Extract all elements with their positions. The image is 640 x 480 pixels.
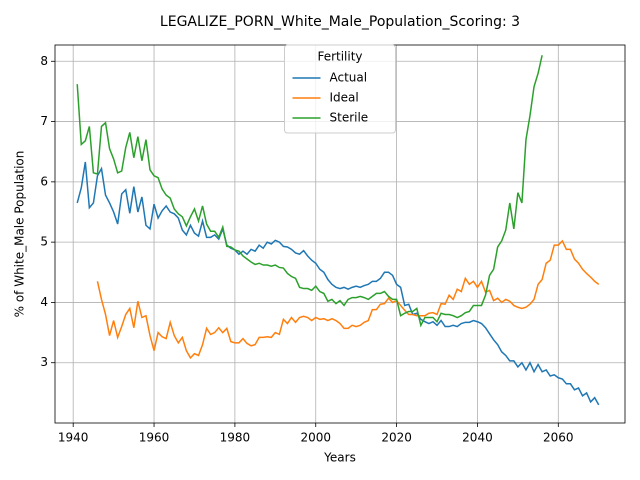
- x-tick-label: 2060: [543, 431, 574, 445]
- legend-title: Fertility: [317, 50, 362, 64]
- x-tick-label: 1960: [139, 431, 170, 445]
- legend-label: Ideal: [330, 91, 359, 105]
- x-tick-label: 2040: [462, 431, 493, 445]
- x-tick-label: 1980: [220, 431, 251, 445]
- y-tick-label: 7: [40, 114, 48, 128]
- legend-box: [284, 44, 396, 134]
- x-tick-label: 1940: [58, 431, 89, 445]
- y-tick-label: 5: [40, 235, 48, 249]
- x-tick-label: 2020: [381, 431, 412, 445]
- data-line: [76, 55, 543, 328]
- legend-label: Actual: [330, 71, 368, 85]
- y-tick-label: 6: [40, 174, 48, 188]
- y-tick-label: 4: [40, 295, 48, 309]
- chart-title: LEGALIZE_PORN_White_Male_Population_Scor…: [160, 14, 520, 30]
- legend-label: Sterile: [330, 111, 369, 125]
- y-tick-label: 3: [40, 355, 48, 369]
- data-line: [96, 239, 600, 360]
- x-axis-label: Years: [323, 451, 356, 465]
- x-tick-label: 2000: [300, 431, 331, 445]
- data-line: [76, 161, 600, 406]
- y-axis-label: % of White_Male Population: [13, 151, 27, 318]
- y-tick-label: 8: [40, 54, 48, 68]
